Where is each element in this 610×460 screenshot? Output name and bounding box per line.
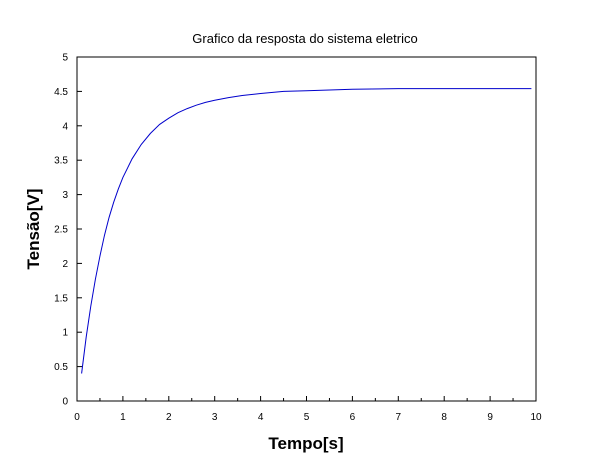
series-layer xyxy=(81,88,532,374)
x-tick-label: 3 xyxy=(212,412,218,423)
y-axis: 0 0.5 1 1.5 2 2.5 3 3.5 4 4.5 5 xyxy=(54,53,82,408)
y-axis-title: Tensão[V] xyxy=(24,189,43,270)
y-tick-label: 3.5 xyxy=(54,156,68,167)
y-tick-label: 5 xyxy=(62,53,68,64)
x-tick-label: 2 xyxy=(166,412,172,423)
x-tick-label: 0 xyxy=(74,412,80,423)
x-tick-label: 1 xyxy=(120,412,126,423)
series-line xyxy=(81,88,532,374)
x-tick-label: 7 xyxy=(396,412,402,423)
x-tick-label: 5 xyxy=(304,412,310,423)
y-tick-label: 0.5 xyxy=(54,362,68,373)
y-tick-label: 2 xyxy=(62,259,68,270)
y-tick-label: 1.5 xyxy=(54,293,68,304)
y-tick-label: 2.5 xyxy=(54,225,68,236)
y-tick-label: 4.5 xyxy=(54,87,68,98)
x-axis: 0 1 2 3 4 5 6 7 8 9 10 xyxy=(74,396,542,423)
y-tick-label: 0 xyxy=(62,397,68,408)
x-axis-title: Tempo[s] xyxy=(268,434,343,453)
x-tick-label: 9 xyxy=(487,412,493,423)
x-tick-label: 8 xyxy=(441,412,447,423)
x-tick-label: 6 xyxy=(350,412,356,423)
y-tick-label: 1 xyxy=(62,328,68,339)
chart-title: Grafico da resposta do sistema eletrico xyxy=(192,31,417,46)
x-tick-label: 10 xyxy=(530,412,542,423)
x-tick-label: 4 xyxy=(258,412,264,423)
y-tick-label: 3 xyxy=(62,190,68,201)
y-tick-label: 4 xyxy=(62,121,68,132)
